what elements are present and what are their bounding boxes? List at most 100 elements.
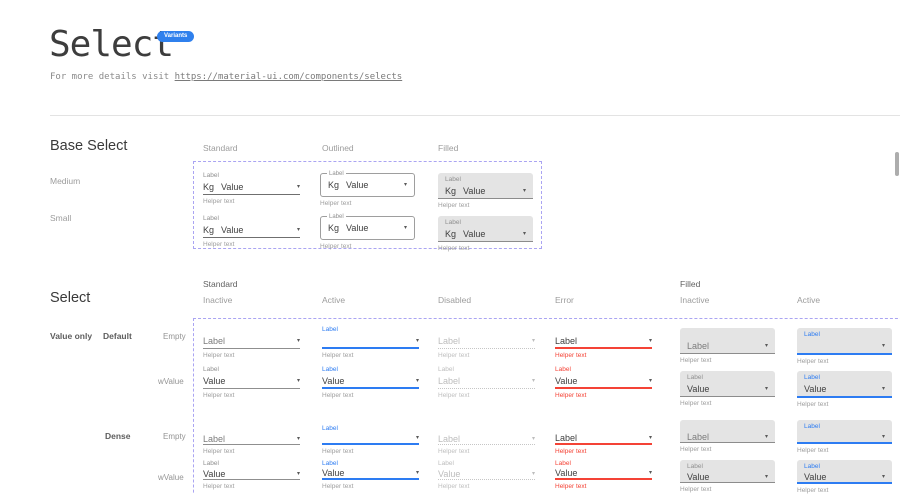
select-control[interactable]: Label ▾ (438, 334, 535, 349)
select-control[interactable]: Value ▾ (203, 468, 300, 480)
helper-text: Helper text (555, 448, 587, 455)
chevron-down-icon: ▾ (881, 343, 885, 349)
chevron-down-icon: ▾ (415, 337, 419, 344)
select-control[interactable]: Value ▾ (804, 471, 885, 482)
select-control[interactable]: ▾ (322, 433, 419, 445)
select-float-label (203, 424, 300, 433)
select-control[interactable]: Label ▾ (687, 431, 768, 442)
chevron-down-icon: ▾ (531, 435, 535, 442)
chevron-down-icon: ▾ (403, 182, 407, 188)
select-control[interactable]: Value ▾ (438, 468, 535, 480)
select-float-label: Label (203, 215, 219, 222)
subrow-empty-2: Empty (163, 432, 186, 441)
col-disabled: Disabled (438, 295, 472, 305)
helper-text: Helper text (438, 352, 470, 359)
subrow-wvalue-1: wValue (158, 377, 184, 386)
col-error: Error (555, 295, 574, 305)
chevron-down-icon: ▾ (531, 378, 535, 384)
select-control[interactable]: Kg Value ▾ (328, 223, 407, 233)
select-control[interactable]: Value ▾ (322, 374, 419, 389)
select-value: Value (346, 180, 369, 190)
select-control[interactable]: Label ▾ (438, 433, 535, 445)
select-control[interactable]: ▾ (322, 334, 419, 349)
helper-text: Helper text (322, 392, 354, 399)
select-outlined-default-medium: Label Kg Value ▾ Helper text (320, 171, 417, 207)
chevron-down-icon: ▾ (522, 188, 526, 194)
select-filled-inactive-dense-empty: Label ▾ Helper text (680, 420, 777, 453)
select-control[interactable]: Value ▾ (804, 382, 885, 396)
select-float-label: Label (322, 425, 338, 432)
select-value: Label (687, 431, 710, 442)
select-float-label: Label (322, 366, 338, 373)
helper-text: Helper text (322, 352, 354, 359)
select-float-label: Label (687, 463, 703, 470)
select-control[interactable]: Kg Value ▾ (328, 180, 407, 190)
helper-text: Helper text (203, 198, 235, 205)
chevron-down-icon: ▾ (522, 231, 526, 237)
chevron-down-icon: ▾ (764, 386, 768, 392)
select-value: Label (438, 336, 461, 346)
select-control[interactable]: Kg Value ▾ (203, 180, 300, 195)
select-control[interactable]: ▾ (804, 339, 885, 353)
select-control[interactable]: Value ▾ (687, 382, 768, 396)
select-standard-default-small: Label Kg Value ▾ Helper text (203, 214, 300, 248)
base-row-medium: Medium (50, 176, 81, 186)
col-active: Active (322, 295, 346, 305)
select-control[interactable]: Value ▾ (555, 374, 652, 389)
select-control[interactable]: Label ▾ (555, 433, 652, 445)
select-prefix: Kg (445, 186, 457, 196)
select-float-label (203, 325, 300, 334)
select-outlined-default-small: Label Kg Value ▾ Helper text (320, 214, 417, 250)
chevron-down-icon: ▾ (764, 343, 768, 349)
chevron-down-icon: ▾ (648, 377, 652, 384)
select-control[interactable]: Label ▾ (687, 339, 768, 353)
helper-text: Helper text (438, 202, 470, 209)
chevron-down-icon: ▾ (881, 473, 885, 480)
helper-text: Helper text (322, 483, 354, 490)
select-control[interactable]: Value ▾ (203, 374, 300, 389)
select-control[interactable]: ▾ (804, 431, 885, 442)
docs-link[interactable]: https://material-ui.com/components/selec… (174, 72, 403, 82)
helper-text: Helper text (555, 352, 587, 359)
group-standard: Standard (203, 279, 238, 289)
select-control[interactable]: Label ▾ (438, 374, 535, 389)
subtitle-text: For more details visit (50, 72, 175, 82)
select-value: Value (203, 376, 226, 386)
helper-text: Helper text (203, 352, 235, 359)
select-value: Value (322, 468, 345, 478)
select-control[interactable]: Label ▾ (203, 433, 300, 445)
base-row-small: Small (50, 213, 72, 223)
select-control[interactable]: Value ▾ (322, 468, 419, 480)
select-component-frame (193, 318, 900, 494)
select-control[interactable]: Value ▾ (555, 468, 652, 480)
select-control[interactable]: Kg Value ▾ (203, 223, 300, 238)
scrollbar-thumb[interactable] (895, 152, 899, 176)
helper-text: Helper text (203, 483, 235, 490)
base-col-filled: Filled (438, 143, 459, 153)
helper-text: Helper text (438, 392, 470, 399)
select-control[interactable]: Label ▾ (203, 334, 300, 349)
filled-select-box: Label ▾ (680, 328, 775, 354)
filled-select-box: Label ▾ (680, 420, 775, 443)
chevron-down-icon: ▾ (296, 227, 300, 233)
header-divider (50, 115, 900, 116)
select-standard-error-dense-empty: Label ▾ Helper text (555, 424, 652, 455)
filled-select-box: Label ▾ (797, 420, 892, 444)
select-standard-inactive-wvalue: Label Value ▾ Helper text (203, 365, 300, 399)
filled-select-box: Label Value ▾ (797, 371, 892, 398)
select-control[interactable]: Kg Value ▾ (445, 227, 526, 241)
chevron-down-icon: ▾ (415, 435, 419, 441)
select-control[interactable]: Value ▾ (687, 471, 768, 482)
select-float-label (438, 424, 535, 433)
select-control[interactable]: Kg Value ▾ (445, 184, 526, 198)
variants-badge: Variants (157, 31, 195, 42)
select-control[interactable]: Label ▾ (555, 334, 652, 349)
base-component-frame (193, 161, 542, 249)
select-standard-active-empty: Label ▾ Helper text (322, 325, 419, 359)
helper-text: Helper text (680, 400, 712, 407)
select-float-label: Label (687, 374, 703, 381)
select-value: Value (346, 223, 369, 233)
chevron-down-icon: ▾ (648, 435, 652, 441)
select-value: Value (687, 471, 710, 482)
helper-text: Helper text (797, 401, 829, 408)
